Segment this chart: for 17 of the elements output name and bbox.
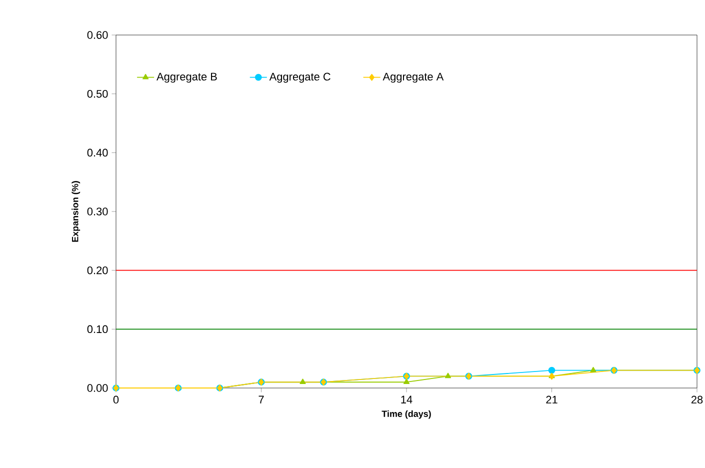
x-axis-title: Time (days)	[382, 410, 431, 419]
legend-label: Aggregate A	[382, 72, 444, 83]
y-tick-label: 0.00	[87, 384, 108, 392]
legend-label: Aggregate B	[156, 72, 217, 83]
y-axis-title: Expansion (%)	[72, 181, 80, 242]
y-tick-label: 0.20	[87, 266, 108, 274]
x-tick-label: 7	[258, 396, 264, 404]
y-tick-label: 0.60	[87, 31, 108, 39]
x-tick-label: 14	[401, 396, 412, 404]
y-tick-label: 0.40	[87, 148, 108, 157]
legend-label: Aggregate C	[269, 72, 330, 83]
y-tick-label: 0.50	[87, 90, 108, 98]
y-tick-label: 0.30	[87, 208, 108, 216]
x-tick-label: 28	[691, 396, 703, 404]
y-tick-label: 0.10	[87, 325, 108, 334]
x-tick-label: 0	[113, 396, 119, 404]
x-tick-label: 21	[546, 396, 558, 404]
